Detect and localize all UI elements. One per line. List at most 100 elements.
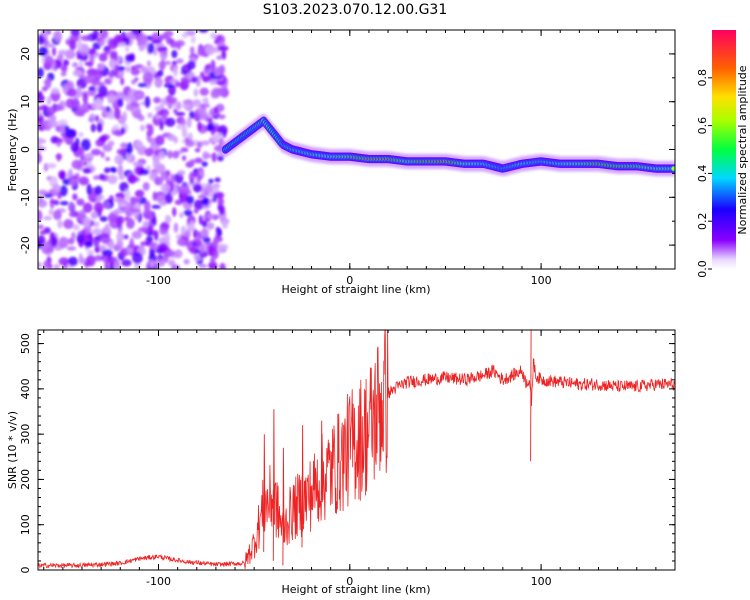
y-tick-label: 500 [19,333,32,354]
spectrogram-cell [198,263,208,269]
snr-series [38,330,675,570]
spectrogram-cell [135,91,144,99]
spectrogram-cell [78,253,83,265]
spectrogram-cell [118,175,125,181]
spectrogram-cell [212,238,219,249]
spectrogram-cell [192,100,202,108]
spectrogram-cell [93,201,104,214]
spectrogram-cell [149,241,159,250]
spectrogram-cell [38,235,46,246]
spectrogram-cell [127,174,137,184]
spectrogram-cell [47,106,56,117]
spectrogram-cell [173,222,179,234]
spectrogram-cell [58,257,70,266]
spectrogram-cell [120,247,129,257]
colorbar-tick-label: 0.0 [696,260,709,278]
spectrogram-cell [82,167,92,174]
spectrogram-cell [192,228,198,239]
spectrogram-cell [188,171,195,182]
spectrogram-cell [199,112,209,121]
spectrogram-cell [189,247,195,252]
y-tick-label: 300 [19,424,32,445]
spectrogram-cell [134,190,144,198]
spectrogram-cell [176,58,184,64]
spectrogram-cell [103,167,111,174]
spectrogram-cell [83,224,92,235]
spectrogram-cell [209,71,215,78]
spectrogram-cell [38,67,44,78]
spectrogram-cell [72,62,79,68]
spectrogram-cell [120,142,128,149]
spectrogram-cell [212,250,219,259]
spectrogram-cell [59,201,69,206]
spectrogram-cell [127,217,133,226]
spectrogram-cell [155,114,161,120]
spectrogram-cell [67,256,78,267]
spectrogram-cell [85,254,96,267]
spectrogram-cell [202,97,208,104]
spectrogram-cell [100,151,105,159]
spectrogram-cell [137,114,145,122]
spectrogram-cell [137,82,148,88]
spectrogram-cell [130,208,141,213]
spectrogram-cell [125,54,135,63]
spectrogram-cell [100,232,111,244]
spectrogram-cell [90,211,98,220]
spectrogram-cell [172,265,178,269]
spectrogram-cell [172,103,182,108]
spectrogram-cell [82,92,89,104]
spectrogram-cell [160,183,171,193]
x-tick-label: 0 [346,575,353,588]
spectrogram-cell [217,197,225,207]
snr-ylabel: SNR (10 * v/v) [6,411,19,489]
spectrogram-cell [125,46,130,52]
colorbar-tick-label: 0.6 [696,117,709,135]
spectrogram-cell [98,52,108,62]
spectrogram-cell [98,173,106,181]
spectrogram-cell [159,200,166,206]
spectrogram-cell [38,224,44,230]
spectrogram-cell [94,115,100,122]
spectrogram-cell [116,231,124,243]
spectrogram-cell [147,112,153,119]
spectrogram-cell [38,110,42,118]
snr-panel: -100 0 100 0 100 200 300 400 500 Height of strai… [6,329,676,596]
spectrogram-cell [117,98,124,108]
spectrogram-cell [58,236,69,249]
spectrogram-cell [107,140,115,147]
spectrogram-cell [76,86,82,98]
spectrogram-cell [69,177,77,187]
spectrogram-cell [205,44,216,56]
spectrogram-cell [38,209,43,222]
spectrogram-cell [177,170,186,176]
spectrogram-cell [98,244,107,251]
spectrogram-cell [162,112,168,119]
spectrogram-cell [194,147,201,153]
spectrogram-cell [143,200,151,212]
spectrogram-cell [122,234,129,240]
spectrogram-cell [120,77,125,86]
spectrogram-cell [183,258,190,265]
spectrogram-cell [81,103,88,110]
spectrogram-ylabel: Frequency (Hz) [6,109,19,192]
spectrogram-cell [189,110,195,120]
spectrogram-cell [171,60,178,65]
spectrogram-cell [47,119,58,128]
spectrogram-cell [193,88,199,97]
spectrogram-cell [107,174,118,185]
spectrogram-cell [199,87,209,96]
spectrogram-cell [215,79,226,86]
spectrogram-cell [172,207,177,217]
spectrogram-cell [139,168,149,175]
spectrogram-cell [114,197,125,203]
spectrogram-cell [164,214,172,224]
spectrogram-cell [189,159,196,166]
spectrogram-cell [76,233,85,244]
spectrogram-cell [70,142,79,153]
spectrogram-cell [193,208,199,214]
spectrogram-cell [171,49,178,59]
spectrogram-cell [93,175,101,180]
y-tick-label: 10 [19,95,32,109]
spectrogram-cell [170,173,176,184]
